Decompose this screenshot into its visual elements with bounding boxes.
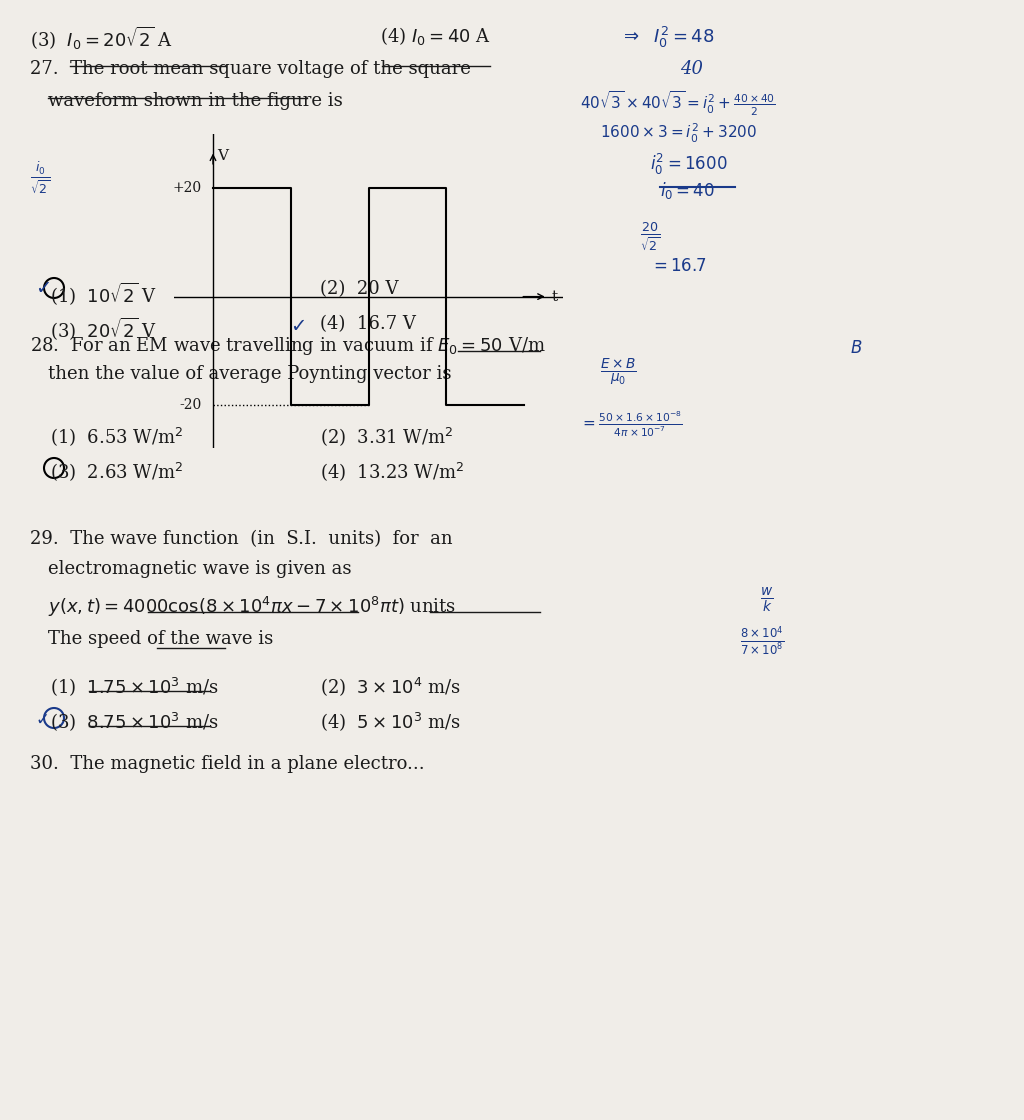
Text: (4)  $5 \times 10^3$ m/s: (4) $5 \times 10^3$ m/s <box>319 710 461 732</box>
Text: $\frac{20}{\sqrt{2}}$: $\frac{20}{\sqrt{2}}$ <box>640 220 660 253</box>
Text: 30.  The magnetic field in a plane electro...: 30. The magnetic field in a plane electr… <box>30 755 425 773</box>
Text: $\checkmark$: $\checkmark$ <box>290 315 305 334</box>
Text: $\checkmark$: $\checkmark$ <box>35 710 48 728</box>
Text: $B$: $B$ <box>850 340 862 357</box>
Text: +20: +20 <box>172 181 202 196</box>
Text: (3)  2.63 W/m$^2$: (3) 2.63 W/m$^2$ <box>50 460 183 483</box>
Text: V: V <box>217 149 228 164</box>
Text: (1)  6.53 W/m$^2$: (1) 6.53 W/m$^2$ <box>50 424 183 448</box>
Text: $\frac{E \times B}{\mu_0}$: $\frac{E \times B}{\mu_0}$ <box>600 357 637 389</box>
Text: $y(x, t) = 4000\cos(8 \times 10^4\pi x - 7 \times 10^8 \pi t)$ units: $y(x, t) = 4000\cos(8 \times 10^4\pi x -… <box>48 595 457 619</box>
Text: $\checkmark$: $\checkmark$ <box>35 277 50 296</box>
Text: $\frac{8 \times 10^4}{7 \times 10^8}$: $\frac{8 \times 10^4}{7 \times 10^8}$ <box>740 625 784 659</box>
Text: $=\frac{50 \times 1.6 \times 10^{-8}}{4\pi \times 10^{-7}}$: $=\frac{50 \times 1.6 \times 10^{-8}}{4\… <box>580 410 683 439</box>
Text: $i_0^2=1600$: $i_0^2=1600$ <box>650 152 727 177</box>
Text: (4)  16.7 V: (4) 16.7 V <box>319 315 416 333</box>
Text: electromagnetic wave is given as: electromagnetic wave is given as <box>48 560 351 578</box>
Text: -20: -20 <box>179 398 202 412</box>
Text: 40: 40 <box>680 60 703 78</box>
Text: (3)  $20\sqrt{2}$ V: (3) $20\sqrt{2}$ V <box>50 315 158 342</box>
Text: The speed of the wave is: The speed of the wave is <box>48 629 273 648</box>
Text: $\Rightarrow$  $I_0^2 = 48$: $\Rightarrow$ $I_0^2 = 48$ <box>620 25 715 50</box>
Text: (1)  $1.75 \times 10^3$ m/s: (1) $1.75 \times 10^3$ m/s <box>50 675 218 698</box>
Text: (2)  $3 \times 10^4$ m/s: (2) $3 \times 10^4$ m/s <box>319 675 461 698</box>
Text: (1)  $10\sqrt{2}$ V: (1) $10\sqrt{2}$ V <box>50 280 158 307</box>
Text: (3)  $8.75 \times 10^3$ m/s: (3) $8.75 \times 10^3$ m/s <box>50 710 218 732</box>
Text: waveform shown in the figure is: waveform shown in the figure is <box>48 92 343 110</box>
Text: (4) $I_0 = 40$ A: (4) $I_0 = 40$ A <box>380 25 490 47</box>
Text: $\frac{i_0}{\sqrt{2}}$: $\frac{i_0}{\sqrt{2}}$ <box>30 160 50 196</box>
Text: t: t <box>552 290 558 304</box>
Text: $1600\times3 = i_0^2+3200$: $1600\times3 = i_0^2+3200$ <box>600 122 757 146</box>
Text: 27.  The root mean square voltage of the square: 27. The root mean square voltage of the … <box>30 60 471 78</box>
Text: 29.  The wave function  (in  S.I.  units)  for  an: 29. The wave function (in S.I. units) fo… <box>30 530 453 548</box>
Text: $\frac{w}{k}$: $\frac{w}{k}$ <box>760 585 773 614</box>
Text: 28.  For an EM wave travelling in vacuum if $E_0 = 50$ V/m: 28. For an EM wave travelling in vacuum … <box>30 335 546 357</box>
Text: (4)  13.23 W/m$^2$: (4) 13.23 W/m$^2$ <box>319 460 464 483</box>
Text: then the value of average Poynting vector is: then the value of average Poynting vecto… <box>48 365 452 383</box>
Text: $40\sqrt{3}\times40\sqrt{3}=i_0^2+\frac{40\times40}{2}$: $40\sqrt{3}\times40\sqrt{3}=i_0^2+\frac{… <box>580 90 776 119</box>
Text: $=16.7$: $=16.7$ <box>650 258 707 276</box>
Text: (3)  $I_0 = 20\sqrt{2}$ A: (3) $I_0 = 20\sqrt{2}$ A <box>30 25 173 53</box>
Text: (2)  3.31 W/m$^2$: (2) 3.31 W/m$^2$ <box>319 424 454 448</box>
Text: $i_0=40$: $i_0=40$ <box>660 180 715 200</box>
Text: (2)  20 V: (2) 20 V <box>319 280 398 298</box>
